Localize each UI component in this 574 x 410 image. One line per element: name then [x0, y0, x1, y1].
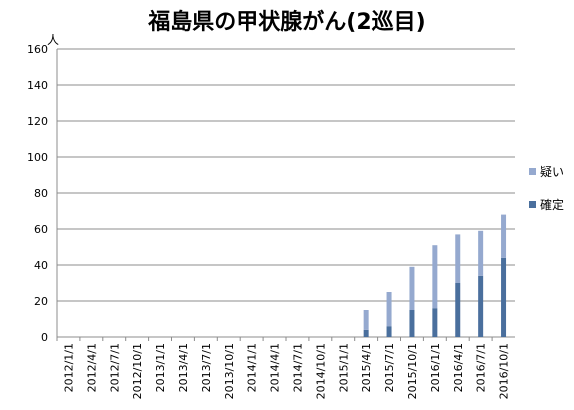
x-tick-label: 2016/10/1: [498, 343, 511, 399]
bar-confirmed: [455, 283, 461, 337]
x-tick-label: 2013/10/1: [223, 343, 236, 399]
y-tick-label: 20: [34, 295, 48, 308]
bar-confirmed: [363, 329, 369, 337]
x-tick-label: 2012/4/1: [85, 343, 98, 392]
legend-label-confirmed: 確定: [540, 198, 565, 212]
legend-item-suspected: 疑い: [529, 163, 564, 180]
x-tick-label: 2015/4/1: [360, 343, 373, 392]
x-tick-label: 2012/10/1: [131, 343, 144, 399]
x-tick-label: 2016/4/1: [452, 343, 465, 392]
y-tick-label: 100: [27, 151, 48, 164]
bar-suspected: [363, 310, 369, 330]
x-tick-label: 2014/1/1: [246, 343, 259, 392]
x-tick-label: 2012/7/1: [108, 343, 121, 392]
bar-confirmed: [478, 275, 484, 337]
x-tick-label: 2012/1/1: [62, 343, 75, 392]
legend-swatch-confirmed: [529, 201, 536, 208]
x-tick-label: 2013/7/1: [200, 343, 213, 392]
x-tick-label: 2013/4/1: [177, 343, 190, 392]
x-tick-label: 2014/10/1: [314, 343, 327, 399]
chart-title: 福島県の甲状腺がん(2巡目): [148, 10, 426, 35]
legend-label-suspected: 疑い: [540, 165, 565, 179]
y-tick-label: 140: [27, 79, 48, 92]
bar-confirmed: [409, 310, 415, 337]
y-tick-label: 0: [41, 331, 48, 344]
x-tick-label: 2015/7/1: [383, 343, 396, 392]
bar-suspected: [478, 230, 484, 276]
x-tick-label: 2013/1/1: [154, 343, 167, 392]
bar-suspected: [409, 266, 415, 310]
y-axis-unit-label: 人: [47, 33, 60, 47]
legend-swatch-suspected: [529, 168, 536, 175]
y-tick-label: 160: [27, 43, 48, 56]
bar-suspected: [386, 292, 392, 327]
bar-suspected: [432, 245, 438, 309]
y-tick-label: 120: [27, 115, 48, 128]
bar-confirmed: [501, 257, 507, 337]
x-tick-label: 2014/4/1: [269, 343, 282, 392]
y-tick-label: 60: [34, 223, 48, 236]
legend-item-confirmed: 確定: [529, 196, 564, 213]
bar-suspected: [501, 214, 507, 258]
x-tick-label: 2015/10/1: [406, 343, 419, 399]
y-tick-label: 40: [34, 259, 48, 272]
x-tick-label: 2015/1/1: [337, 343, 350, 392]
bar-suspected: [455, 234, 461, 283]
x-tick-label: 2016/7/1: [475, 343, 488, 392]
x-tick-label: 2014/7/1: [291, 343, 304, 392]
bar-confirmed: [432, 308, 438, 337]
x-tick-label: 2016/1/1: [429, 343, 442, 392]
bar-confirmed: [386, 326, 392, 337]
y-tick-label: 80: [34, 187, 48, 200]
